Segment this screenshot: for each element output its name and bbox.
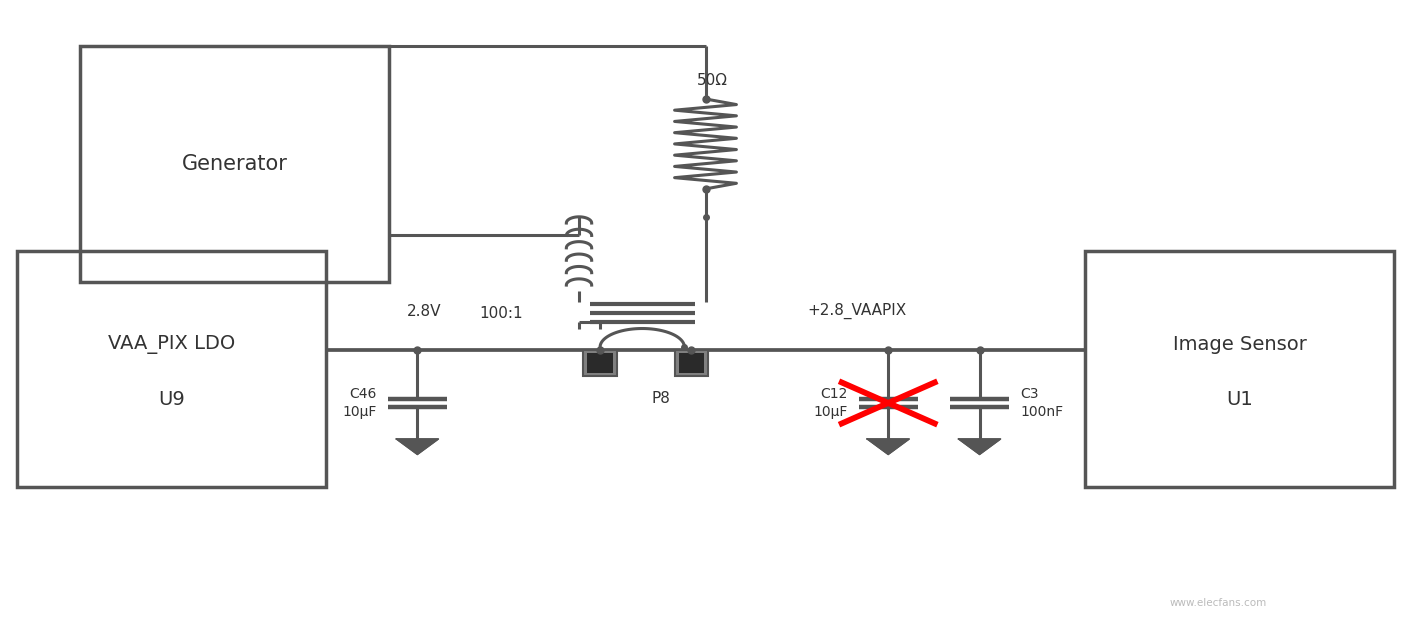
Text: 100:1: 100:1 [480,305,523,321]
Text: 50Ω: 50Ω [697,73,728,88]
Polygon shape [868,439,909,454]
Polygon shape [958,439,1000,454]
Bar [1085,251,1394,487]
Text: P8: P8 [650,391,670,406]
Bar [583,350,617,376]
Text: Image Sensor: Image Sensor [1173,334,1307,354]
Bar [674,350,708,376]
Text: U1: U1 [1226,391,1253,409]
Polygon shape [396,439,439,454]
Text: C3
100nF: C3 100nF [1020,387,1064,419]
Bar [80,46,389,282]
Text: +2.8_VAAPIX: +2.8_VAAPIX [807,303,907,319]
Text: C12
10μF: C12 10μF [813,387,848,419]
Text: VAA_PIX LDO: VAA_PIX LDO [107,334,236,354]
Bar [587,353,612,373]
Text: C46
10μF: C46 10μF [343,387,377,419]
Text: Generator: Generator [182,154,288,174]
Text: www.elecfans.com: www.elecfans.com [1170,598,1267,608]
Bar [679,353,704,373]
Text: 2.8V: 2.8V [408,304,442,319]
Text: U9: U9 [158,391,185,409]
Bar [17,251,326,487]
